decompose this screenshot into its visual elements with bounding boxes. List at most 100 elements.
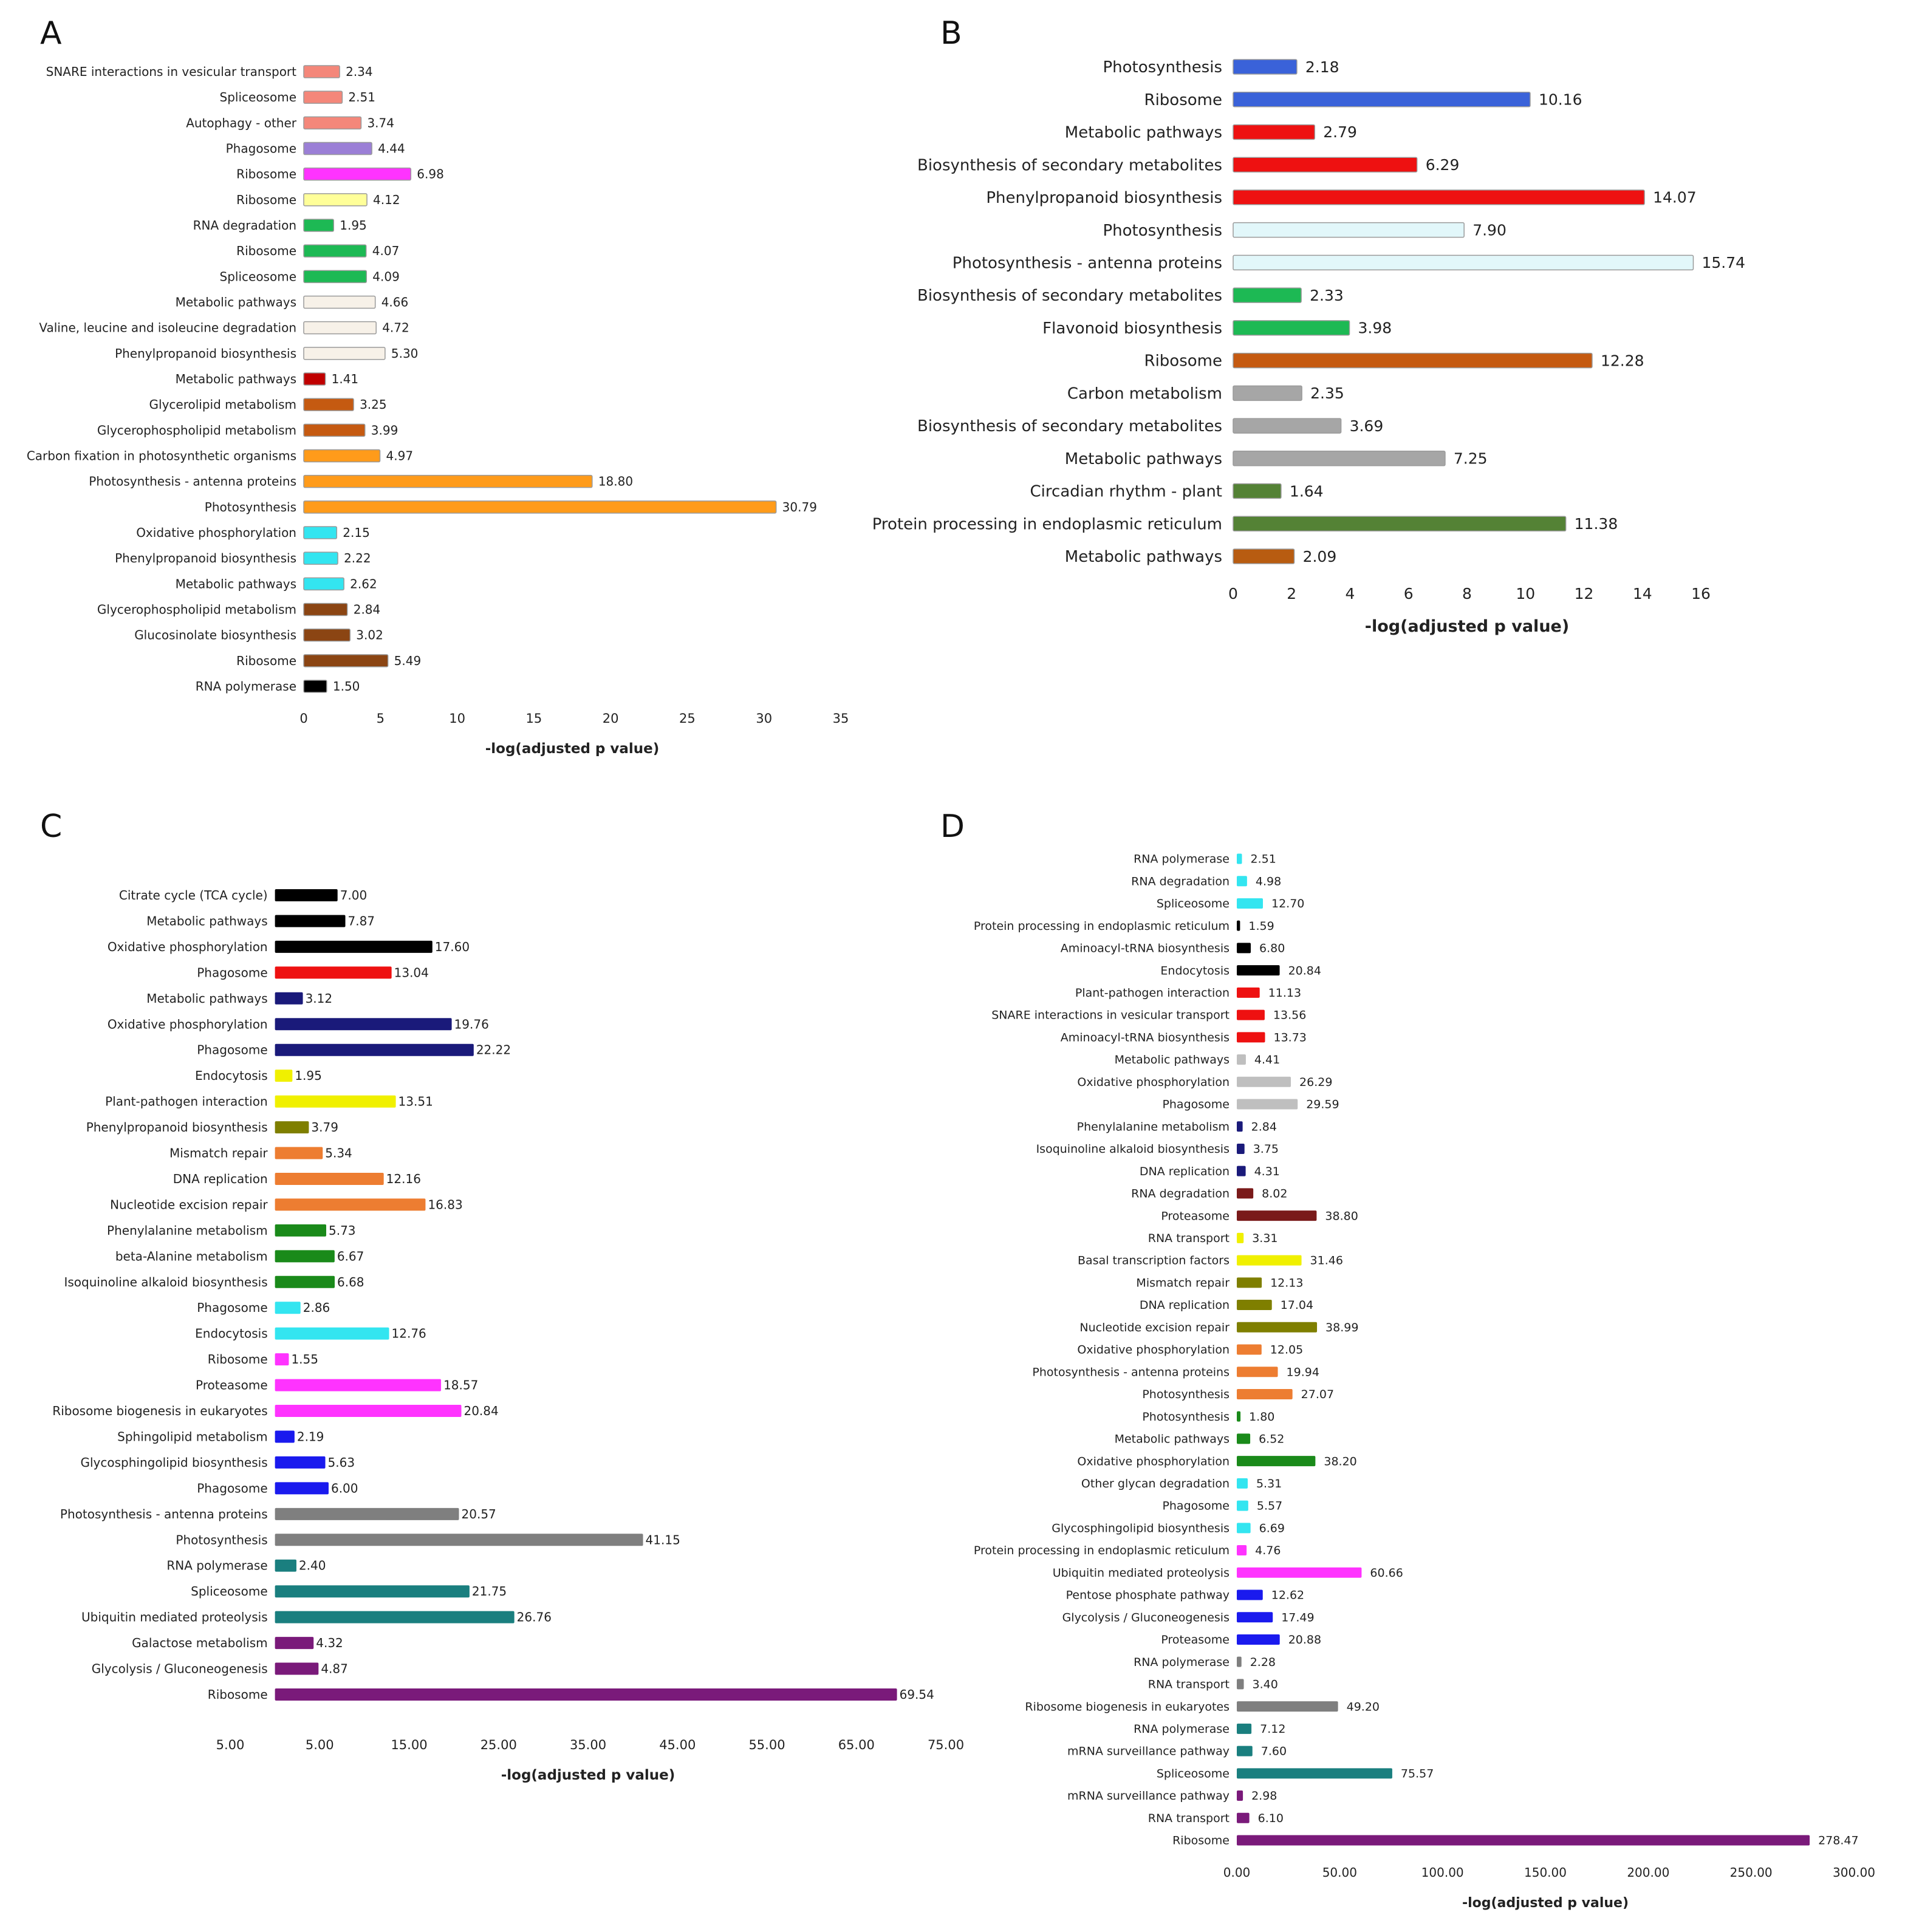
x-tick-label: 5 xyxy=(377,711,385,726)
bar xyxy=(1237,1478,1248,1489)
bar xyxy=(1237,1277,1262,1288)
category-label: Endocytosis xyxy=(195,1326,268,1341)
category-label: Oxidative phosphorylation xyxy=(108,940,268,954)
bar xyxy=(275,1327,389,1340)
bar xyxy=(1237,1344,1262,1355)
value-label: 20.84 xyxy=(463,1404,498,1418)
category-label: Ribosome xyxy=(236,654,296,668)
value-label: 3.02 xyxy=(356,628,383,643)
value-label: 2.19 xyxy=(297,1429,324,1444)
x-axis-title: -log(adjusted p value) xyxy=(1462,1896,1629,1911)
value-label: 26.76 xyxy=(517,1610,552,1625)
category-label: Valine, leucine and isoleucine degradati… xyxy=(39,321,296,335)
value-label: 49.20 xyxy=(1347,1700,1380,1713)
value-label: 2.35 xyxy=(1310,384,1344,402)
value-label: 2.51 xyxy=(348,90,375,104)
value-label: 3.99 xyxy=(371,423,398,437)
bar xyxy=(1237,1054,1246,1065)
value-label: 6.29 xyxy=(1426,156,1460,174)
value-label: 4.41 xyxy=(1254,1053,1280,1067)
value-label: 3.75 xyxy=(1253,1142,1279,1156)
category-label: Ribosome xyxy=(236,167,296,182)
value-label: 18.57 xyxy=(443,1378,478,1393)
value-label: 29.59 xyxy=(1306,1098,1339,1111)
bar xyxy=(1237,1121,1243,1132)
bar xyxy=(1237,1255,1302,1266)
category-label: Phenylpropanoid biosynthesis xyxy=(86,1120,268,1135)
category-label: Oxidative phosphorylation xyxy=(1077,1455,1230,1468)
value-label: 6.00 xyxy=(331,1481,358,1495)
panel-letter-c: C xyxy=(40,808,62,845)
category-label: Protein processing in endoplasmic reticu… xyxy=(974,1544,1230,1557)
category-label: RNA polymerase xyxy=(1134,853,1230,866)
bar xyxy=(275,1482,329,1495)
bar xyxy=(303,449,381,463)
bar xyxy=(275,1302,301,1314)
value-label: 2.86 xyxy=(303,1300,330,1315)
category-label: Metabolic pathways xyxy=(146,913,267,928)
bar xyxy=(1237,987,1260,998)
bar xyxy=(275,1198,426,1211)
x-tick-label: 75.00 xyxy=(928,1738,964,1752)
value-label: 6.98 xyxy=(417,167,444,182)
category-label: RNA polymerase xyxy=(166,1558,267,1573)
category-label: Proteasome xyxy=(1161,1209,1230,1223)
category-label: Proteasome xyxy=(196,1378,268,1393)
category-label: Circadian rhythm - plant xyxy=(1030,483,1222,501)
category-label: Phenylpropanoid biosynthesis xyxy=(115,551,296,565)
bar xyxy=(1237,1589,1263,1600)
bar xyxy=(1233,352,1593,369)
value-label: 4.44 xyxy=(378,142,405,156)
category-label: RNA degradation xyxy=(193,218,296,233)
category-label: Isoquinoline alkaloid biosynthesis xyxy=(1036,1142,1230,1156)
value-label: 6.52 xyxy=(1259,1433,1284,1446)
bar xyxy=(1237,1166,1246,1176)
category-label: SNARE interactions in vesicular transpor… xyxy=(46,64,297,79)
value-label: 3.74 xyxy=(367,115,394,130)
x-tick-label: 14 xyxy=(1633,585,1652,602)
bar xyxy=(303,423,366,437)
value-label: 18.80 xyxy=(598,474,633,489)
value-label: 4.31 xyxy=(1254,1165,1280,1178)
value-label: 26.29 xyxy=(1299,1076,1332,1089)
value-label: 11.13 xyxy=(1268,986,1301,1000)
value-label: 6.67 xyxy=(337,1249,364,1263)
category-label: Glycolysis / Gluconeogenesis xyxy=(1062,1611,1230,1624)
x-tick-label: 5.00 xyxy=(306,1738,334,1752)
category-label: beta-Alanine metabolism xyxy=(115,1249,268,1263)
category-label: RNA degradation xyxy=(1131,875,1230,888)
bar xyxy=(303,116,362,130)
value-label: 20.84 xyxy=(1288,964,1321,977)
x-tick-label: 10 xyxy=(1516,585,1535,602)
value-label: 1.64 xyxy=(1290,482,1324,500)
value-label: 5.31 xyxy=(1256,1477,1282,1490)
value-label: 4.72 xyxy=(382,321,409,335)
category-label: DNA replication xyxy=(1140,1165,1230,1178)
category-label: Ribosome xyxy=(208,1352,268,1367)
bar xyxy=(1233,189,1645,205)
value-label: 4.07 xyxy=(372,244,400,258)
chart-b: Photosynthesis 2.18 Ribosome 10.16 Metabolic… xyxy=(872,58,1745,636)
value-label: 6.68 xyxy=(337,1275,364,1289)
value-label: 17.60 xyxy=(435,940,470,954)
bar xyxy=(275,1095,396,1108)
category-label: Metabolic pathways xyxy=(176,576,296,591)
x-tick-label: 20 xyxy=(603,711,619,726)
value-label: 6.10 xyxy=(1258,1812,1284,1825)
category-label: RNA transport xyxy=(1148,1232,1230,1245)
bar xyxy=(1233,157,1418,172)
category-label: Photosynthesis - antenna proteins xyxy=(89,474,296,489)
category-label: Photosynthesis - antenna proteins xyxy=(952,254,1222,273)
bar xyxy=(1237,898,1264,909)
category-label: RNA degradation xyxy=(1131,1187,1230,1201)
category-label: Oxidative phosphorylation xyxy=(108,1017,268,1031)
value-label: 15.74 xyxy=(1702,254,1745,271)
value-label: 38.80 xyxy=(1325,1209,1358,1223)
value-label: 5.57 xyxy=(1257,1500,1282,1513)
value-label: 12.62 xyxy=(1271,1589,1304,1602)
bar xyxy=(275,1662,319,1675)
category-label: Plant-pathogen interaction xyxy=(1075,986,1230,1000)
panel-letter-b: B xyxy=(940,15,962,52)
bar xyxy=(1233,254,1694,271)
bar xyxy=(1237,1411,1241,1422)
